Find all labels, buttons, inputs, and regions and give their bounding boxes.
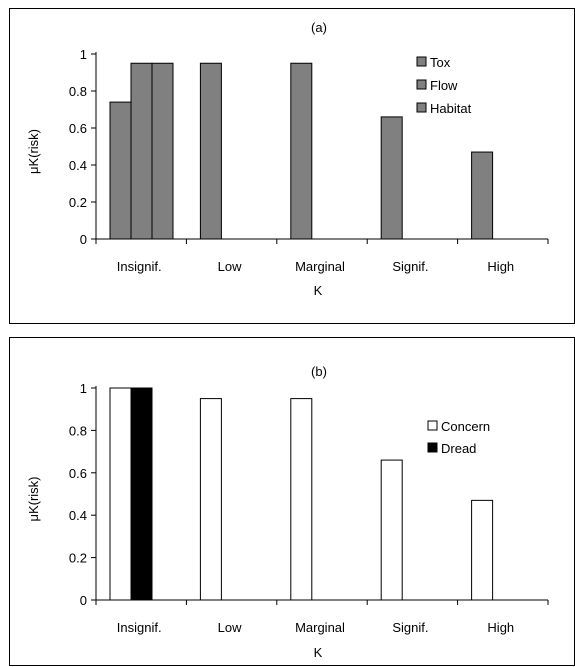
legend-label-flow: Flow (430, 78, 458, 93)
chart-b-svg: (b) 0 0.2 0.4 0.6 0.8 1 Insignif. Low Marginal Sig… (26, 364, 549, 660)
bar-concern-insignif (109, 387, 132, 601)
legend-label-tox: Tox (430, 55, 451, 70)
bar-tox-high (471, 151, 494, 240)
x-tick-label: Signif. (392, 259, 428, 274)
x-tick-label: Marginal (295, 259, 345, 274)
legend-label-concern: Concern (441, 419, 490, 434)
y-axis-title: μK(risk) (26, 476, 41, 521)
chart-a-svg: (a) 0 0.2 0.4 0.6 0.8 1 Insignif. Low Marginal Sig… (26, 20, 549, 298)
bar-tox-marginal (290, 62, 313, 240)
y-tick-label: 0.4 (69, 508, 87, 523)
chart-title: (b) (311, 364, 327, 379)
bar-concern-signif (380, 459, 403, 601)
x-tick-label: Insignif. (117, 620, 162, 635)
legend-label-habitat: Habitat (430, 101, 472, 116)
y-tick-label: 0.2 (69, 551, 87, 566)
legend-label-dread: Dread (441, 441, 476, 456)
y-tick-label: 0 (80, 593, 87, 608)
x-tick-label: Insignif. (117, 259, 162, 274)
y-axis-title: μK(risk) (26, 129, 41, 174)
y-tick-label: 0.2 (69, 195, 87, 210)
y-tick-label: 0.6 (69, 466, 87, 481)
bar-flow-insignif (130, 62, 153, 240)
x-tick-label: Marginal (295, 620, 345, 635)
legend-swatch-concern (427, 420, 438, 431)
x-axis-title: K (314, 645, 323, 660)
legend-swatch-dread (427, 442, 438, 453)
y-tick-label: 0 (80, 232, 87, 247)
x-tick-label: Signif. (392, 620, 428, 635)
bar-tox-insignif (109, 101, 132, 240)
y-tick-label: 0.8 (69, 423, 87, 438)
bar-concern-high (471, 499, 494, 601)
x-tick-label: Low (218, 620, 242, 635)
x-tick-label: High (487, 620, 514, 635)
bar-tox-low (199, 62, 222, 240)
legend-swatch-flow (416, 79, 427, 90)
y-tick-label: 0.4 (69, 158, 87, 173)
x-tick-label: High (487, 259, 514, 274)
y-tick-label: 1 (80, 47, 87, 62)
legend-swatch-habitat (416, 102, 427, 113)
bar-concern-marginal (290, 398, 313, 601)
x-axis-title: K (314, 283, 323, 298)
y-tick-label: 0.8 (69, 84, 87, 99)
bar-habitat-insignif (151, 62, 174, 240)
y-tick-label: 0.6 (69, 121, 87, 136)
y-tick-label: 1 (80, 381, 87, 396)
chart-title: (a) (311, 20, 327, 35)
x-tick-label: Low (218, 259, 242, 274)
chart-panel-a: (a) 0 0.2 0.4 0.6 0.8 1 Insignif. Low Marginal Sig… (9, 8, 575, 324)
legend-swatch-tox (416, 56, 427, 67)
chart-panel-b: (b) 0 0.2 0.4 0.6 0.8 1 Insignif. Low Marginal Sig… (9, 337, 575, 666)
bar-concern-low (199, 398, 222, 601)
bar-dread-insignif (130, 387, 153, 601)
bar-tox-signif (380, 116, 403, 240)
